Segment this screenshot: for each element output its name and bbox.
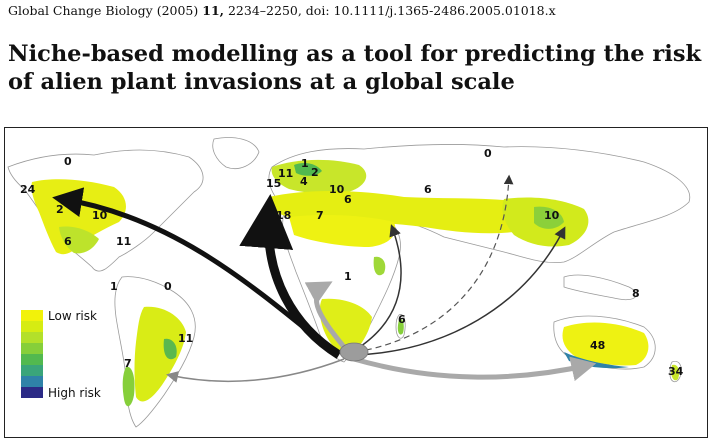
arrow-to-chile [166, 358, 345, 383]
label-south-america-amazon: 0 [164, 280, 172, 293]
risk-southern-africa [319, 298, 372, 357]
label-mediterranean: 6 [344, 193, 352, 206]
label-iberia: 18 [276, 209, 291, 222]
legend-swatch-3 [21, 332, 43, 343]
legend-swatch-7 [21, 376, 43, 387]
risk-legend: Low risk High risk [21, 309, 101, 400]
source-south-africa [339, 342, 369, 362]
label-europe-central: 4 [300, 175, 308, 188]
label-ireland: 15 [266, 177, 281, 190]
label-australia: 48 [590, 339, 605, 352]
risk-mexico [59, 226, 99, 254]
label-pacific: 8 [632, 287, 640, 300]
citation-line: Global Change Biology (2005) 11, 2234–22… [8, 3, 556, 18]
label-siberia: 0 [484, 147, 492, 160]
label-uk: 11 [278, 167, 293, 180]
label-alaska: 24 [20, 183, 36, 196]
pages-doi: 2234–2250, doi: 10.1111/j.1365-2486.2005… [227, 3, 556, 18]
risk-new-zealand [671, 364, 680, 381]
risk-australia [562, 322, 649, 366]
arrow-to-china [353, 226, 566, 356]
arrow-grey-north [304, 281, 346, 349]
arrow-to-europe [239, 194, 342, 359]
journal-name: Global Change Biology (2005) [8, 3, 199, 18]
legend-low-risk: Low risk [48, 309, 97, 323]
arrow-to-asia [351, 224, 402, 353]
greenland [212, 137, 260, 169]
legend-swatch-6 [21, 365, 43, 376]
legend-swatch-5 [21, 354, 43, 365]
label-north-africa: 7 [316, 209, 324, 222]
risk-chile [122, 366, 135, 407]
label-scandinavia: 1 [301, 157, 309, 170]
legend-swatch-8 [21, 387, 43, 398]
risk-mediterranean-asia [269, 191, 535, 234]
label-california: 2 [56, 203, 64, 216]
label-central-asia: 6 [424, 183, 432, 196]
label-south-america-north: 1 [110, 280, 118, 293]
label-china: 10 [544, 209, 560, 222]
label-usa-east: 10 [92, 209, 108, 222]
label-mexico: 6 [64, 235, 72, 248]
label-central-america: 11 [116, 235, 131, 248]
risk-china-core [534, 206, 564, 229]
figure-world-map: 0 24 2 10 6 11 1 0 11 7 1 11 15 4 2 10 6… [4, 127, 708, 438]
flow-arrows [52, 174, 597, 383]
label-central-africa: 1 [344, 270, 352, 283]
legend-swatch-2 [21, 321, 43, 332]
region-labels: 0 24 2 10 6 11 1 0 11 7 1 11 15 4 2 10 6… [20, 147, 684, 378]
southeast-asia-islands [563, 274, 637, 301]
legend-swatch-1 [21, 310, 43, 321]
risk-south-america-coast [163, 338, 177, 360]
label-madagascar: 6 [398, 313, 406, 326]
risk-europe-dark [294, 163, 322, 176]
label-chile: 7 [124, 357, 132, 370]
paper-title: Niche-based modelling as a tool for pred… [8, 41, 702, 95]
label-n-america-north: 0 [64, 155, 72, 168]
label-new-zealand: 34 [668, 365, 684, 378]
volume: 11, [202, 3, 224, 18]
legend-swatch-4 [21, 343, 43, 354]
risk-east-africa [373, 256, 386, 276]
arrow-to-australia [353, 356, 597, 382]
risk-madagascar [397, 318, 404, 335]
label-balkans: 10 [329, 183, 345, 196]
arrow-to-siberia-dashed [355, 174, 514, 353]
risk-south-america [134, 306, 186, 402]
legend-high-risk: High risk [48, 386, 101, 400]
world-map-svg: 0 24 2 10 6 11 1 0 11 7 1 11 15 4 2 10 6… [4, 127, 708, 438]
label-brazil-south: 11 [178, 332, 193, 345]
label-europe-east: 2 [311, 166, 319, 179]
risk-north-africa [289, 214, 396, 247]
